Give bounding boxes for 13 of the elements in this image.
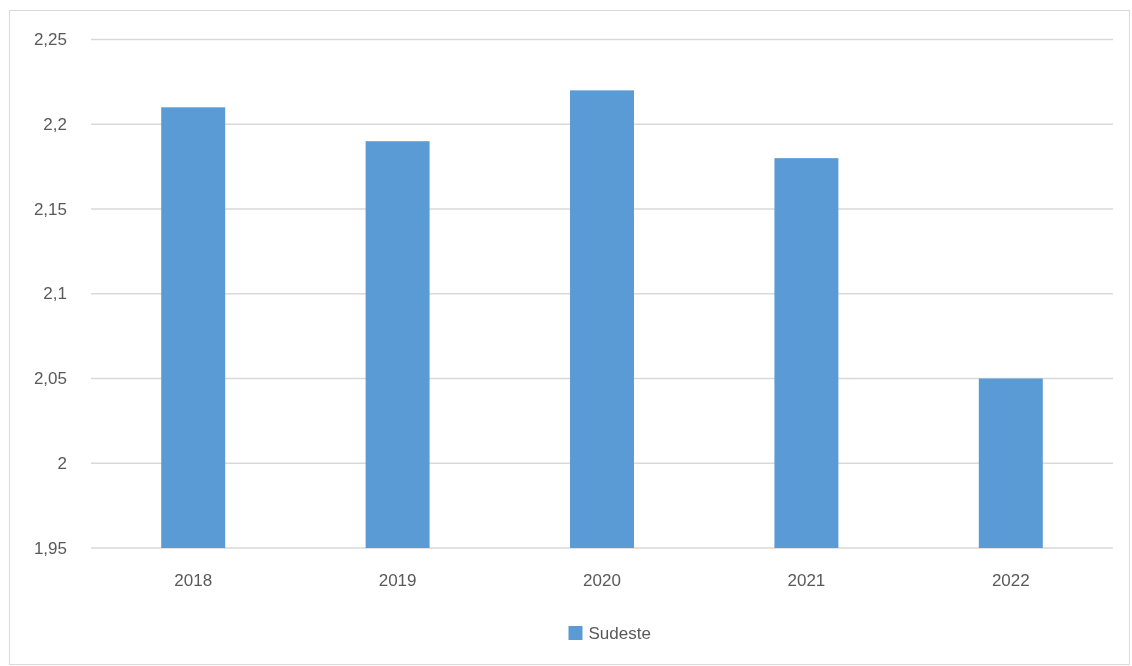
x-tick-label: 2022: [991, 570, 1030, 590]
y-tick-label: 2,2: [43, 114, 67, 134]
x-tick-label: 2020: [583, 570, 621, 590]
x-tick-label: 2021: [787, 570, 826, 590]
x-tick-label: 2019: [378, 570, 417, 590]
legend-label: Sudeste: [588, 623, 651, 643]
y-tick-label: 2,15: [33, 199, 67, 219]
y-tick-label: 2,05: [33, 369, 67, 388]
y-tick-label: 2: [57, 453, 67, 473]
y-tick-label: 2,25: [33, 30, 67, 49]
y-tick-label: 2,1: [43, 284, 67, 304]
y-tick-label: 1,95: [33, 538, 67, 558]
x-tick-label: 2018: [174, 570, 213, 590]
